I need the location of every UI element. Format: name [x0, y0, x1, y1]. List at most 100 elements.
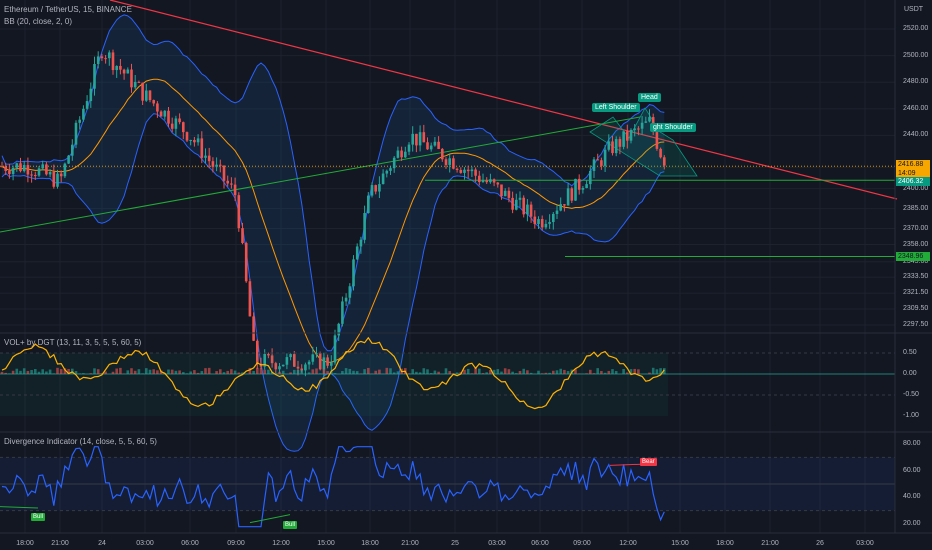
vol-bar — [156, 370, 159, 374]
vol-bar — [63, 368, 67, 374]
vol-bar — [659, 368, 662, 374]
vol-bar — [59, 369, 63, 374]
vol-bar — [207, 367, 211, 374]
candle-body — [244, 243, 248, 282]
vol-bar — [74, 371, 78, 374]
price-tick-label: 2370.00 — [903, 224, 929, 232]
candle-body — [274, 363, 278, 370]
candle-body — [455, 168, 459, 170]
vol-bar — [45, 371, 48, 374]
candle-body — [119, 65, 122, 70]
candle-body — [577, 178, 581, 190]
vol-bar — [481, 373, 485, 374]
candle-body — [15, 163, 19, 168]
candle-body — [459, 169, 463, 173]
vol-bar — [174, 370, 178, 374]
candle-body — [374, 185, 377, 192]
divergence-indicator-title[interactable]: Divergence Indicator (14, close, 5, 5, 6… — [4, 437, 157, 446]
vol-bar — [130, 368, 133, 374]
vol-bar — [93, 368, 96, 374]
candle-body — [522, 197, 525, 215]
vol-bar — [507, 369, 511, 374]
candle-body — [585, 184, 588, 189]
candle-body — [592, 159, 596, 171]
time-tick-label: 12:00 — [619, 540, 637, 547]
vol-tick-label: 0.00 — [903, 370, 917, 377]
candle-body — [507, 190, 511, 198]
vol-bar — [515, 373, 518, 374]
vol-bar — [492, 369, 496, 374]
vol-bar — [185, 373, 189, 374]
candle-body — [71, 144, 74, 156]
panel-separators — [0, 0, 932, 534]
candle-body — [426, 142, 429, 150]
bollinger-band-lines — [1, 14, 665, 452]
vol-indicator-title[interactable]: VOL+ by DGT (13, 11, 3, 5, 5, 5, 60, 5) — [4, 338, 142, 347]
vol-bar — [48, 369, 52, 374]
vol-bar — [455, 372, 459, 374]
vol-bar — [537, 370, 540, 374]
vol-bar — [355, 371, 359, 374]
candle-body — [389, 168, 392, 171]
vol-bar — [385, 367, 389, 374]
vol-bar — [352, 370, 355, 374]
price-tick-label: 2400.00 — [903, 184, 929, 192]
candle-body — [0, 166, 4, 168]
vol-bar — [500, 371, 503, 374]
vol-bar — [629, 369, 633, 374]
candle-body — [145, 90, 148, 101]
neckline-price-tag: 2406.32 — [896, 177, 930, 186]
candle-body — [485, 180, 488, 183]
vol-bar — [463, 369, 466, 374]
candle-body — [252, 316, 255, 341]
candle-body — [600, 160, 603, 166]
candle-body — [570, 188, 574, 201]
candle-body — [348, 286, 352, 298]
candle-body — [281, 364, 285, 367]
vol-bar — [278, 371, 281, 374]
candle-body — [34, 175, 37, 177]
vol-bar — [333, 373, 337, 374]
vol-bar — [341, 370, 344, 374]
vol-tick-label: -1.00 — [903, 412, 919, 419]
vol-bar — [489, 370, 492, 374]
candle-body — [104, 58, 107, 60]
candle-body — [448, 158, 451, 165]
vol-bar — [474, 367, 477, 374]
vol-bar — [11, 370, 15, 374]
candle-body — [8, 170, 11, 175]
candle-body — [367, 195, 370, 214]
vol-bar — [540, 373, 544, 374]
vol-bar — [26, 370, 30, 374]
bear-signal: Bear — [640, 458, 657, 466]
vol-bar — [178, 370, 181, 374]
vol-bar — [89, 373, 93, 374]
candle-body — [396, 150, 400, 158]
bb-indicator-title[interactable]: BB (20, close, 2, 0) — [4, 17, 73, 26]
time-tick-label: 15:00 — [671, 540, 689, 547]
countdown-tag: 14:09 — [896, 169, 930, 178]
candle-body — [307, 361, 311, 365]
vol-bar — [611, 369, 614, 374]
currency-label[interactable]: USDT — [904, 6, 924, 13]
candle-body — [515, 199, 518, 210]
vol-bar — [219, 369, 222, 374]
vol-bar — [19, 370, 22, 374]
vol-bar — [145, 368, 148, 374]
candle-body — [37, 168, 41, 176]
candle-body — [637, 128, 640, 130]
vol-bar — [326, 371, 329, 374]
rsi-tick-label: 80.00 — [903, 440, 921, 447]
candle-body — [207, 155, 211, 162]
vol-band — [0, 353, 668, 416]
vol-bar — [555, 370, 559, 374]
vol-bar — [478, 368, 481, 374]
rsi-tick-label: 20.00 — [903, 520, 921, 527]
vol-bar — [622, 368, 625, 374]
symbol-title[interactable]: Ethereum / TetherUS, 15, BINANCE — [4, 5, 132, 14]
candle-body — [322, 357, 326, 370]
candle-body — [296, 366, 300, 369]
candle-body — [196, 138, 200, 143]
candle-body — [311, 354, 315, 362]
